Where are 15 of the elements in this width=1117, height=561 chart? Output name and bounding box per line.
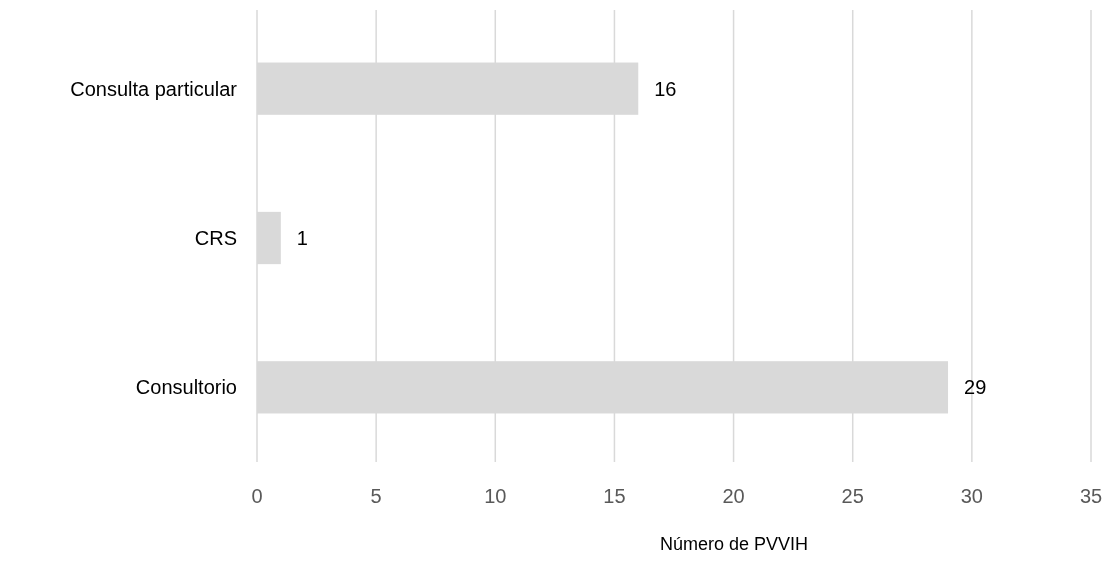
y-tick-label: Consultorio [135,376,237,399]
x-tick-label: 5 [370,485,382,507]
x-tick-label: 10 [484,485,507,507]
x-tick-label: 35 [1079,485,1103,507]
x-axis-title: Número de PVVIH [659,534,809,554]
x-tick-label: 20 [722,485,745,507]
y-tick-label: CRS [194,227,237,249]
x-tick-label: 30 [960,485,983,507]
data-label: 29 [964,376,987,399]
data-label: 16 [654,77,677,100]
y-tick-label: Consulta particular [70,77,238,100]
x-tick-label: 0 [251,485,263,507]
x-tick-label: 15 [603,485,626,507]
data-label: 1 [296,227,308,249]
x-tick-label: 25 [841,485,864,507]
